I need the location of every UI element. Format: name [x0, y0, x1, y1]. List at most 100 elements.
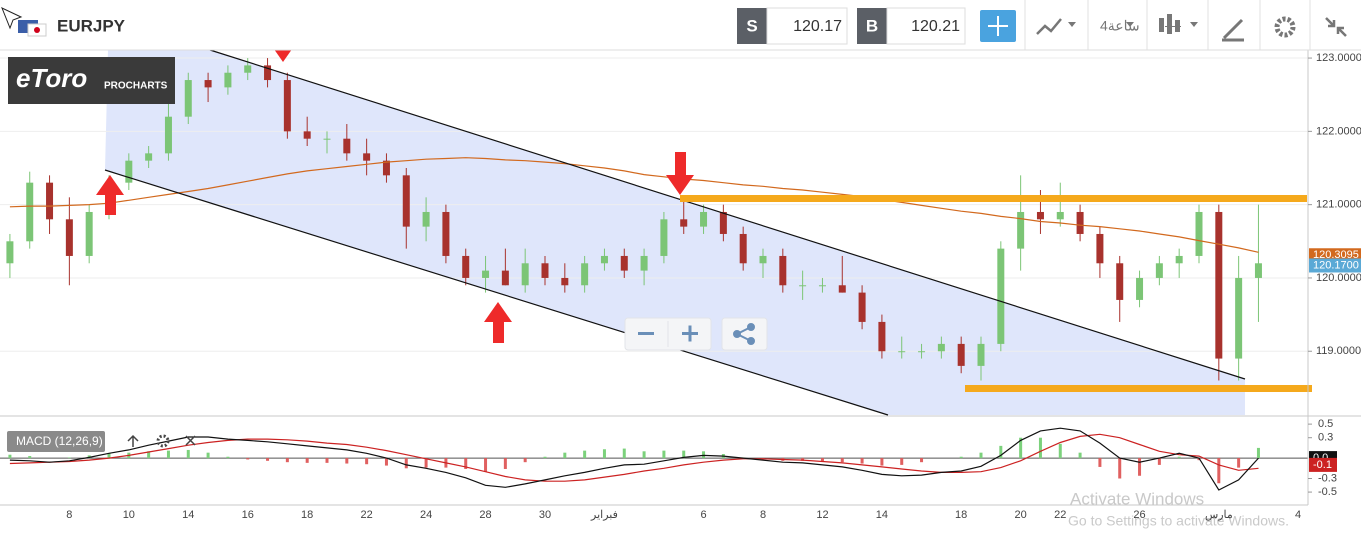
histogram-bar [820, 458, 824, 462]
x-tick-label: 30 [539, 509, 551, 521]
candle-body [382, 160, 390, 176]
x-tick-label: 24 [420, 509, 432, 521]
x-tick-label: 20 [1015, 509, 1027, 521]
histogram-bar [404, 458, 408, 469]
x-tick-label: 16 [242, 509, 254, 521]
y-tick-label: -0.5 [1318, 486, 1337, 498]
histogram-bar [1217, 458, 1221, 484]
histogram-bar [1078, 452, 1082, 459]
x-tick-label: 22 [1054, 509, 1066, 521]
x-tick-label: فبراير [590, 509, 618, 521]
candle-body [224, 72, 232, 88]
candle-body [1076, 211, 1084, 234]
histogram-bar [1256, 447, 1260, 459]
candle-body [1096, 233, 1104, 264]
timeframe[interactable]: 4ساعة [1100, 18, 1140, 34]
histogram-bar [424, 458, 428, 468]
candle-body [323, 138, 331, 140]
candle-body [581, 263, 589, 286]
logo-box [8, 57, 175, 104]
histogram-bar [28, 456, 32, 459]
x-tick-label: 8 [760, 509, 766, 521]
histogram-bar [325, 458, 329, 463]
x-tick-label: 18 [301, 509, 313, 521]
value-marker-label: -0.1 [1313, 459, 1332, 471]
zoom-out[interactable] [638, 332, 654, 335]
histogram-bar [662, 450, 666, 459]
zoom-in[interactable] [682, 325, 698, 342]
candle-body [561, 277, 569, 286]
candle-body [422, 211, 430, 227]
histogram-bar [1157, 458, 1161, 465]
x-tick-label: 22 [361, 509, 373, 521]
candle-body [739, 233, 747, 264]
x-tick-label: 4 [1295, 509, 1301, 521]
histogram-bar [682, 450, 686, 459]
y-tick-label: 121.0000 [1316, 199, 1361, 211]
x-tick-label: 28 [479, 509, 491, 521]
sell-label: S [746, 16, 757, 35]
candle-body [264, 65, 272, 81]
share-button[interactable] [721, 317, 768, 351]
histogram-bar [1237, 458, 1241, 468]
dropdown [1126, 22, 1134, 27]
histogram-bar [1177, 456, 1181, 459]
histogram-bar [226, 456, 230, 459]
sell-price-box[interactable] [766, 7, 848, 45]
watermark-title: Activate Windows [1070, 489, 1204, 508]
settings-button[interactable] [1274, 16, 1296, 38]
candle-body [838, 285, 846, 293]
x-tick-label: 18 [955, 509, 967, 521]
y-tick-label: 0.5 [1318, 418, 1333, 430]
dropdown [1068, 22, 1076, 27]
indicator-label-box[interactable] [7, 431, 105, 452]
sell-button[interactable] [737, 8, 767, 44]
draw-button[interactable] [1222, 18, 1244, 42]
chart-type-button[interactable] [1036, 18, 1062, 35]
indicator-move[interactable] [127, 434, 139, 447]
histogram-bar [1118, 458, 1122, 479]
indicator-settings[interactable] [156, 434, 170, 448]
resistance-line [680, 195, 1307, 202]
candle-body [1254, 263, 1262, 278]
candle-body [1116, 263, 1124, 300]
cursor [1, 7, 23, 30]
candle-body [85, 211, 93, 256]
channel-area [105, 50, 1245, 415]
histogram-bar [920, 458, 924, 463]
histogram-bar [266, 458, 270, 461]
collapse-button[interactable] [1325, 17, 1347, 37]
candle-body [799, 285, 807, 287]
candle-body [521, 263, 529, 286]
sell-price: 120.17 [793, 18, 842, 35]
histogram-bar [563, 452, 567, 459]
candle-body [1136, 277, 1144, 300]
candle-body [244, 65, 252, 73]
candle-body [779, 255, 787, 286]
buy-button[interactable] [857, 8, 887, 44]
histogram-bar [365, 458, 369, 465]
histogram-bar [602, 449, 606, 459]
buy-price-box[interactable] [886, 7, 966, 45]
arrow-up [96, 175, 124, 215]
histogram-bar [384, 458, 388, 466]
candle-body [402, 175, 410, 227]
histogram-bar [840, 458, 844, 463]
indicators-button[interactable] [1159, 14, 1181, 34]
candle-body [482, 270, 490, 278]
histogram-bar [979, 452, 983, 459]
y-tick-label: 0.3 [1318, 432, 1333, 444]
indicator-close[interactable] [185, 435, 196, 446]
candle-body [918, 351, 926, 353]
value-marker [1309, 258, 1361, 273]
value-marker-label: 120.1700 [1313, 259, 1359, 271]
histogram-bar [1098, 458, 1102, 467]
candle-body [640, 255, 648, 271]
zoom-controls [624, 317, 768, 351]
candle-body [46, 182, 54, 220]
candle-body [343, 138, 351, 154]
candle-body [620, 255, 628, 271]
symbol: EURJPY [57, 16, 126, 35]
histogram-bar [642, 451, 646, 459]
histogram-bar [622, 448, 626, 459]
